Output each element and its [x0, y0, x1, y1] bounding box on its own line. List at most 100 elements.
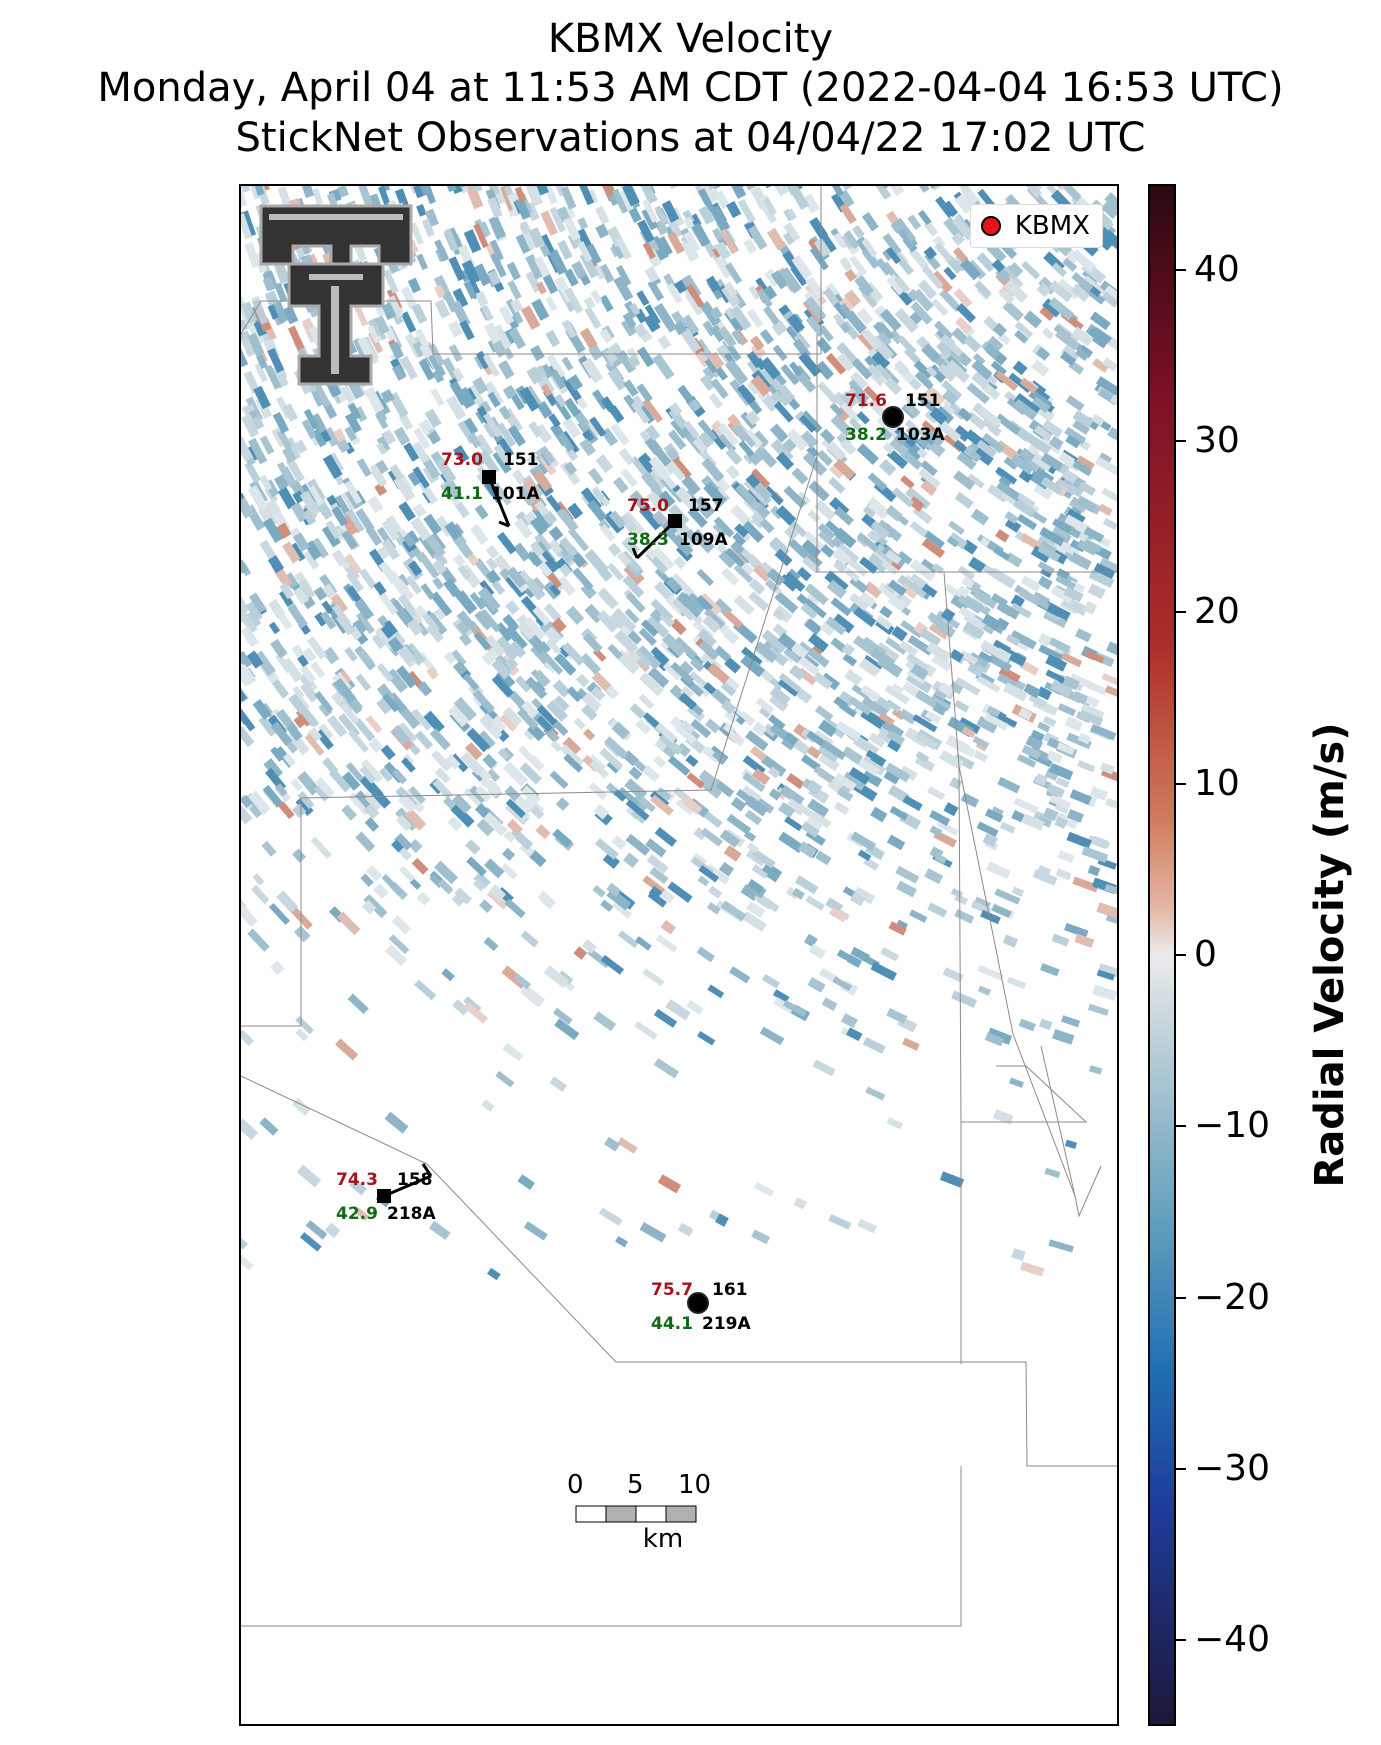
station-marker-103a[interactable]	[882, 406, 904, 428]
velocity-gate	[793, 332, 811, 352]
velocity-gate	[986, 705, 1001, 718]
velocity-gate	[421, 218, 435, 237]
velocity-gate	[1070, 249, 1097, 273]
velocity-gate	[539, 550, 560, 573]
velocity-gate	[474, 263, 492, 287]
velocity-gate	[848, 696, 872, 716]
velocity-gate	[894, 359, 910, 376]
velocity-gate	[672, 598, 695, 621]
velocity-gate	[520, 785, 541, 805]
velocity-gate	[891, 487, 915, 508]
velocity-gate	[690, 528, 715, 554]
velocity-gate	[385, 515, 402, 534]
velocity-gate	[804, 598, 827, 619]
velocity-gate	[745, 410, 761, 426]
velocity-gate	[431, 750, 452, 772]
velocity-gate	[994, 370, 1019, 392]
velocity-gate	[613, 275, 634, 302]
velocity-gate	[746, 487, 769, 511]
velocity-gate	[644, 304, 661, 326]
velocity-gate	[611, 835, 627, 850]
velocity-gate	[810, 811, 832, 829]
velocity-gate	[804, 618, 823, 636]
velocity-gate	[638, 452, 656, 470]
velocity-gate	[786, 208, 797, 221]
velocity-gate	[1065, 395, 1085, 412]
velocity-gate	[418, 358, 435, 381]
velocity-gate	[1100, 201, 1117, 220]
velocity-gate	[1064, 426, 1087, 445]
velocity-gate	[929, 695, 951, 712]
velocity-gate	[909, 520, 929, 538]
velocity-gate	[464, 742, 483, 761]
velocity-gate	[954, 193, 974, 214]
velocity-gate	[449, 381, 469, 406]
velocity-gate	[851, 358, 873, 380]
station-marker-219a[interactable]	[687, 1292, 709, 1314]
velocity-gate	[982, 833, 998, 848]
velocity-gate	[600, 899, 614, 912]
velocity-gate	[856, 411, 870, 425]
velocity-gate	[364, 817, 380, 832]
colorbar-tick-label: −40	[1194, 1619, 1270, 1661]
velocity-gate	[251, 415, 265, 430]
velocity-gate	[976, 821, 999, 837]
velocity-gate	[258, 715, 278, 737]
velocity-gate	[909, 909, 928, 923]
velocity-gate	[770, 270, 788, 290]
velocity-gate	[967, 473, 985, 489]
velocity-gate	[489, 239, 504, 261]
velocity-gate	[415, 186, 433, 196]
velocity-gate	[338, 669, 352, 685]
velocity-gate	[959, 258, 982, 281]
velocity-gate	[1064, 1139, 1078, 1150]
velocity-gate	[463, 787, 483, 807]
velocity-gate	[473, 631, 491, 651]
velocity-gate	[995, 529, 1010, 543]
velocity-gate	[288, 693, 308, 715]
velocity-gate	[617, 1137, 638, 1154]
velocity-gate	[1018, 1018, 1036, 1032]
velocity-gate	[491, 674, 514, 698]
velocity-gate	[1030, 545, 1051, 563]
velocity-gate	[784, 571, 806, 592]
velocity-gate	[603, 347, 619, 364]
velocity-gate	[887, 594, 908, 612]
velocity-gate	[264, 364, 282, 390]
velocity-gate	[559, 536, 579, 558]
velocity-gate	[634, 1021, 658, 1040]
velocity-gate	[717, 423, 740, 447]
velocity-gate	[734, 523, 749, 538]
velocity-gate	[751, 848, 776, 869]
velocity-gate	[861, 328, 882, 351]
velocity-gate	[839, 303, 853, 318]
velocity-gate	[576, 396, 589, 410]
velocity-gate	[897, 594, 913, 609]
velocity-gate	[1060, 652, 1083, 668]
velocity-gate	[481, 1099, 495, 1112]
velocity-gate	[746, 842, 760, 854]
velocity-gate	[515, 232, 533, 254]
velocity-gate	[1102, 357, 1117, 372]
velocity-gate	[413, 604, 428, 619]
velocity-gate	[636, 290, 650, 307]
velocity-gate	[856, 757, 881, 777]
velocity-gate	[382, 693, 400, 713]
velocity-gate	[914, 689, 940, 710]
velocity-gate	[357, 186, 373, 207]
velocity-gate	[1069, 552, 1092, 571]
velocity-gate	[823, 287, 840, 306]
velocity-gate	[885, 699, 902, 713]
velocity-gate	[241, 186, 248, 208]
velocity-gate	[756, 288, 773, 308]
velocity-gate	[653, 755, 667, 768]
velocity-gate	[751, 357, 766, 373]
velocity-gate	[554, 1018, 580, 1041]
velocity-gate	[546, 700, 568, 722]
velocity-gate	[835, 720, 862, 742]
velocity-gate	[459, 386, 476, 408]
velocity-gate	[566, 686, 583, 703]
velocity-gate	[1075, 628, 1092, 643]
velocity-gate	[620, 468, 638, 488]
velocity-gate	[665, 999, 691, 1021]
